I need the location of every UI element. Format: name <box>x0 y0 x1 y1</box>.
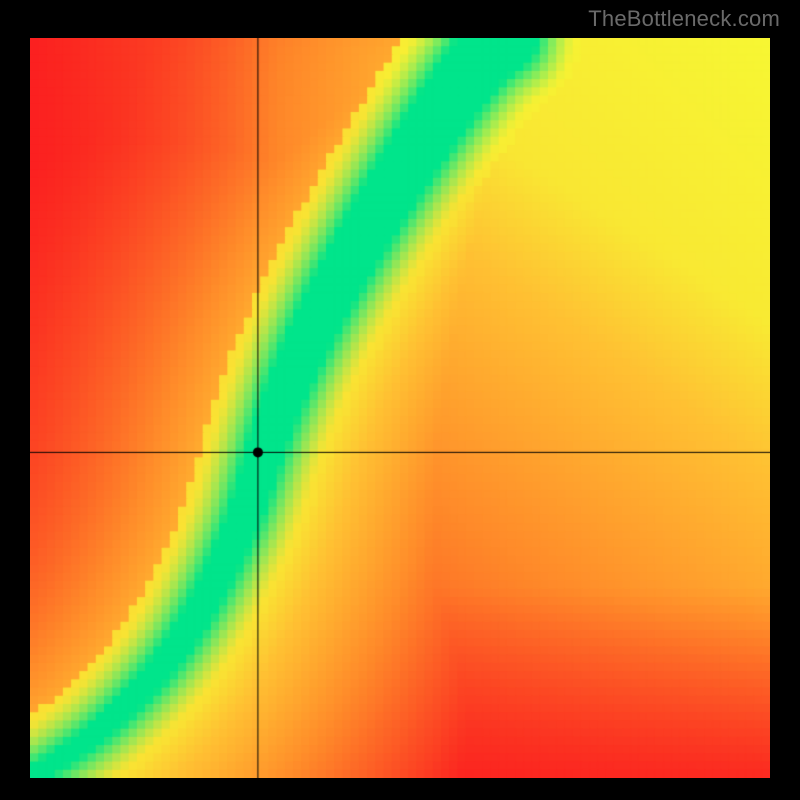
bottleneck-heatmap <box>30 38 770 778</box>
watermark-text: TheBottleneck.com <box>588 6 780 32</box>
chart-container: TheBottleneck.com <box>0 0 800 800</box>
